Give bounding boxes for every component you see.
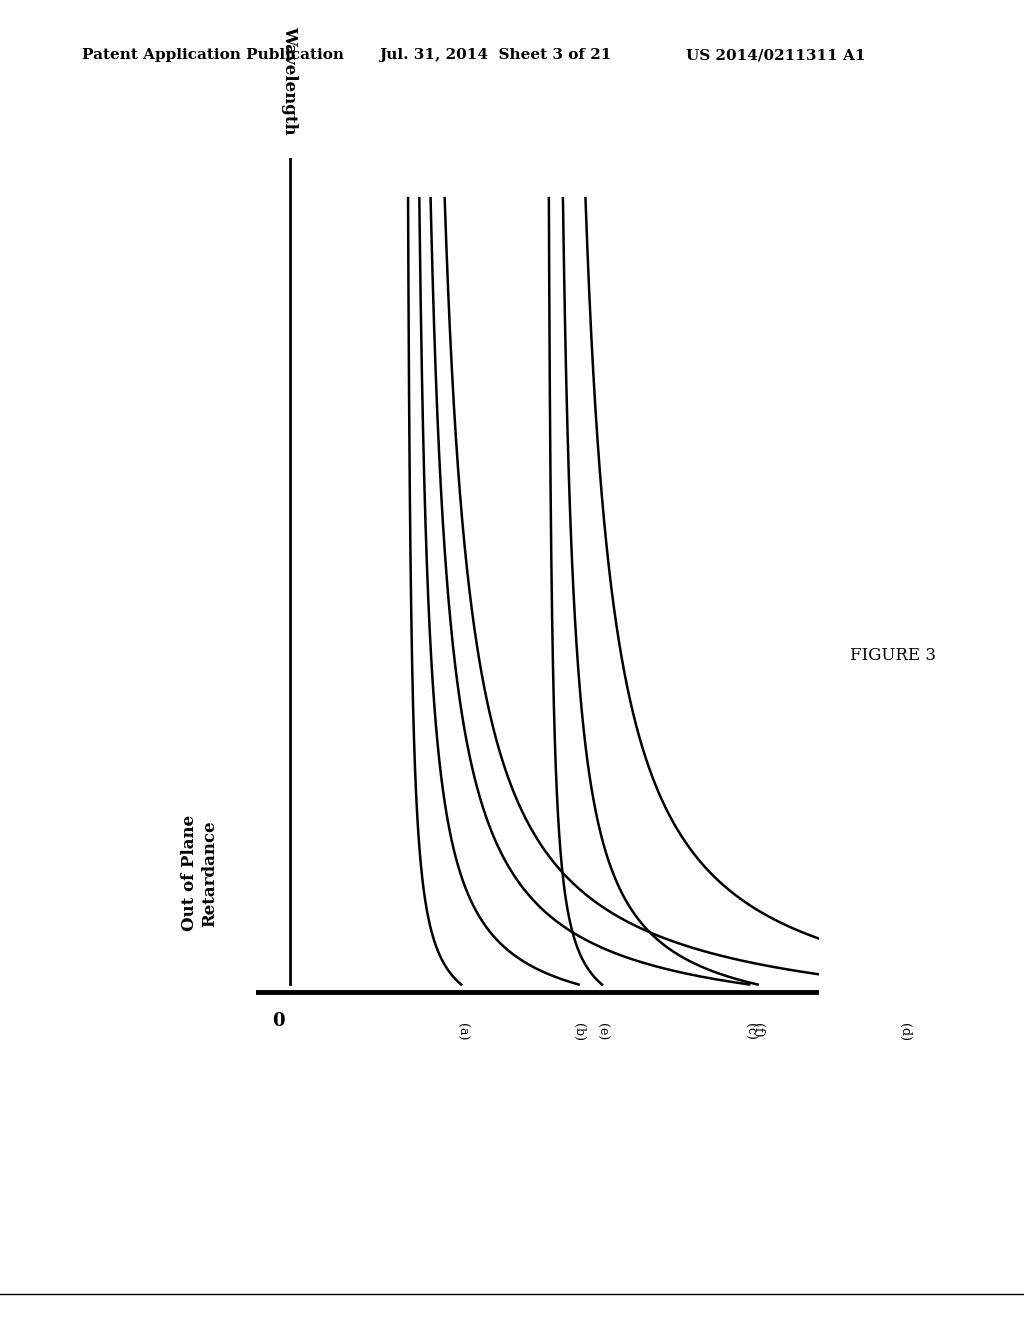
Text: (b): (b) bbox=[572, 1023, 585, 1040]
Text: Patent Application Publication: Patent Application Publication bbox=[82, 49, 344, 62]
Text: FIGURE 3: FIGURE 3 bbox=[850, 647, 936, 664]
Text: (e): (e) bbox=[596, 1023, 608, 1040]
Text: (a): (a) bbox=[455, 1023, 468, 1040]
Text: (f): (f) bbox=[752, 1023, 764, 1038]
Text: (d): (d) bbox=[898, 1023, 911, 1040]
Text: Out of Plane
Retardance: Out of Plane Retardance bbox=[181, 816, 218, 932]
Text: Jul. 31, 2014  Sheet 3 of 21: Jul. 31, 2014 Sheet 3 of 21 bbox=[379, 49, 611, 62]
Text: US 2014/0211311 A1: US 2014/0211311 A1 bbox=[686, 49, 865, 62]
Text: Wavelength: Wavelength bbox=[282, 26, 298, 135]
Text: (c): (c) bbox=[742, 1023, 756, 1040]
Text: 0: 0 bbox=[272, 1012, 285, 1031]
